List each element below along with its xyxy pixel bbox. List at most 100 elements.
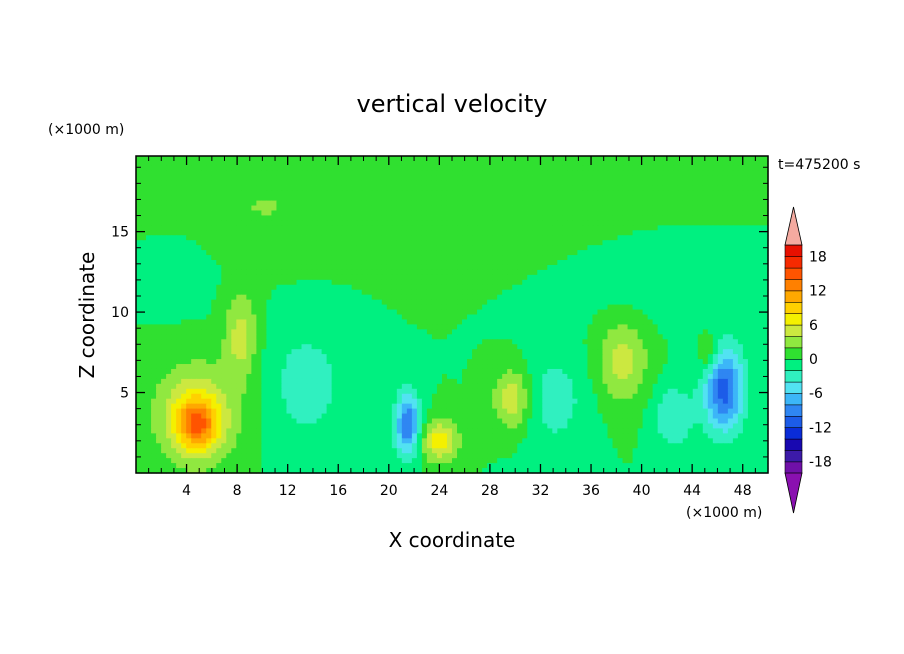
contour-cell — [301, 190, 308, 197]
contour-cell — [702, 269, 709, 276]
contour-cell — [702, 279, 709, 286]
contour-cell — [532, 334, 538, 340]
contour-cell — [587, 324, 594, 330]
contour-cell — [436, 250, 443, 256]
contour-cell — [482, 319, 488, 325]
contour-cell — [547, 294, 553, 301]
contour-cell — [431, 294, 438, 301]
contour-cell — [652, 294, 659, 301]
contour-cell — [737, 160, 744, 167]
contour-cell — [662, 215, 669, 221]
contour-cell — [487, 284, 493, 291]
contour-cell — [577, 215, 584, 221]
contour-cell — [452, 180, 458, 187]
contour-cell — [547, 240, 553, 246]
contour-cell — [542, 260, 548, 266]
contour-cell — [602, 170, 609, 177]
contour-cell — [171, 304, 177, 311]
contour-cell — [692, 170, 699, 177]
contour-cell — [627, 180, 634, 187]
contour-cell — [201, 339, 207, 345]
contour-cell — [391, 230, 398, 236]
contour-cell — [271, 245, 278, 251]
contour-cell — [281, 314, 288, 321]
contour-cell — [572, 284, 578, 291]
contour-cell — [677, 230, 684, 236]
contour-cell — [457, 304, 463, 311]
contour-cell — [712, 185, 719, 192]
contour-cell — [366, 319, 373, 325]
contour-cell — [667, 279, 674, 286]
contour-cell — [622, 329, 629, 335]
contour-cell — [542, 240, 548, 246]
contour-cell — [296, 215, 303, 221]
contour-cell — [286, 319, 293, 325]
contour-cell — [502, 309, 508, 316]
contour-cell — [647, 185, 654, 192]
contour-cell — [371, 294, 378, 301]
contour-cell — [401, 284, 408, 291]
contour-cell — [477, 294, 483, 301]
contour-cell — [296, 260, 303, 266]
contour-cell — [512, 344, 518, 350]
contour-cell — [462, 205, 468, 212]
contour-cell — [411, 304, 418, 311]
contour-cell — [216, 294, 222, 301]
contour-cell — [722, 200, 729, 207]
contour-cell — [361, 225, 368, 231]
contour-cell — [391, 264, 398, 271]
contour-cell — [356, 304, 363, 311]
contour-cell — [627, 274, 634, 281]
contour-cell — [361, 260, 368, 266]
contour-cell — [572, 329, 578, 335]
contour-cell — [642, 324, 649, 330]
contour-cell — [151, 309, 157, 316]
contour-cell — [351, 289, 358, 296]
contour-cell — [171, 299, 177, 306]
contour-cell — [672, 264, 679, 271]
contour-cell — [742, 319, 749, 325]
contour-cell — [687, 260, 694, 266]
contour-cell — [311, 269, 318, 276]
contour-cell — [291, 334, 298, 340]
contour-cell — [176, 240, 182, 246]
contour-cell — [191, 274, 197, 281]
contour-cell — [371, 240, 378, 246]
contour-cell — [191, 185, 197, 192]
contour-cell — [406, 250, 413, 256]
contour-cell — [732, 339, 739, 345]
contour-cell — [416, 334, 423, 340]
contour-cell — [542, 210, 548, 217]
contour-cell — [321, 294, 328, 301]
contour-cell — [246, 349, 252, 355]
contour-cell — [281, 220, 288, 226]
contour-cell — [256, 294, 262, 301]
contour-cell — [532, 210, 538, 217]
contour-cell — [176, 170, 182, 177]
contour-cell — [482, 225, 488, 231]
contour-cell — [156, 289, 162, 296]
contour-cell — [637, 190, 644, 197]
contour-cell — [191, 180, 197, 187]
contour-cell — [747, 329, 754, 335]
contour-cell — [717, 220, 724, 226]
contour-cell — [487, 195, 493, 202]
contour-cell — [256, 339, 262, 345]
contour-cell — [757, 165, 764, 172]
contour-cell — [281, 230, 288, 236]
contour-cell — [607, 200, 614, 207]
contour-cell — [732, 284, 739, 291]
contour-cell — [617, 160, 624, 167]
contour-cell — [316, 314, 323, 321]
contour-cell — [537, 289, 543, 296]
contour-cell — [567, 304, 573, 311]
contour-cell — [316, 210, 323, 217]
contour-cell — [627, 289, 634, 296]
contour-cell — [221, 314, 227, 321]
contour-cell — [396, 334, 403, 340]
contour-cell — [757, 339, 764, 345]
contour-cell — [351, 245, 358, 251]
contour-cell — [637, 294, 644, 301]
contour-cell — [602, 185, 609, 192]
contour-cell — [657, 260, 664, 266]
